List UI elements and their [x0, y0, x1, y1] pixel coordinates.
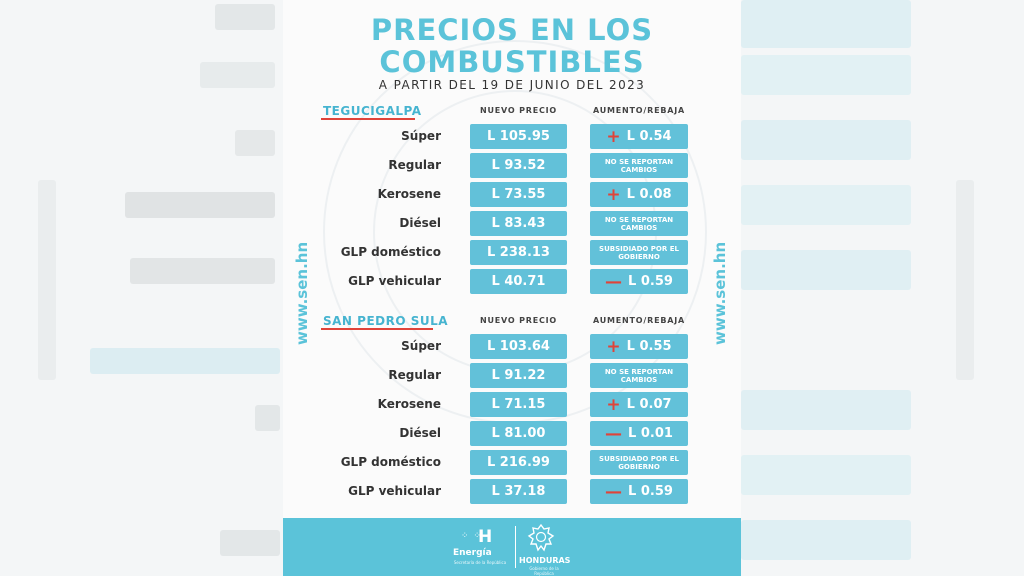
blur-shape: [38, 180, 56, 380]
increase-sign: +: [606, 394, 621, 415]
change-cell: SUBSIDIADO POR EL GOBIERNO: [590, 450, 688, 475]
honduras-logo-text: HONDURAS: [519, 556, 571, 565]
blur-shape: [741, 185, 911, 225]
city-heading: TEGUCIGALPA: [323, 104, 422, 118]
price-cell: L 103.64: [470, 334, 567, 359]
blur-shape: [215, 4, 275, 30]
price-cell: L 93.52: [470, 153, 567, 178]
change-cell: + L 0.08: [590, 182, 688, 207]
price-cell: L 37.18: [470, 479, 567, 504]
change-cell: NO SE REPORTAN CAMBIOS: [590, 363, 688, 388]
change-cell: + L 0.55: [590, 334, 688, 359]
fuel-name: GLP vehicular: [348, 484, 441, 498]
change-note: SUBSIDIADO POR EL GOBIERNO: [599, 454, 679, 471]
blur-shape: [90, 348, 280, 374]
blur-shape: [741, 390, 911, 430]
change-cell: NO SE REPORTAN CAMBIOS: [590, 211, 688, 236]
change-cell: — L 0.59: [590, 269, 688, 294]
footer-bar: ⁘ ⁘ H Energía Secretaría de la República…: [283, 518, 741, 576]
change-value: L 0.54: [626, 129, 672, 144]
fuel-name: GLP vehicular: [348, 274, 441, 288]
price-cell: L 40.71: [470, 269, 567, 294]
blur-shape: [200, 62, 275, 88]
change-cell: NO SE REPORTAN CAMBIOS: [590, 153, 688, 178]
change-cell: + L 0.07: [590, 392, 688, 417]
energia-logo-text: Energía: [453, 548, 492, 558]
fuel-name: Súper: [401, 339, 441, 353]
blur-shape: [741, 520, 911, 560]
price-cell: L 71.15: [470, 392, 567, 417]
column-header-price: NUEVO PRECIO: [479, 106, 558, 115]
honduras-logo-subtext: Gobierno de la República: [529, 566, 559, 576]
title-line-2: COMBUSTIBLES: [379, 45, 645, 79]
fuel-name: Súper: [401, 129, 441, 143]
price-cell: L 238.13: [470, 240, 567, 265]
decrease-sign: —: [605, 271, 623, 292]
fuel-name: GLP doméstico: [340, 455, 441, 469]
city-underline: [321, 328, 433, 330]
honduras-seal-icon: [527, 524, 555, 552]
background-left: [0, 0, 283, 576]
energia-logo-subtext: Secretaría de la República: [453, 560, 507, 565]
blur-shape: [130, 258, 275, 284]
increase-sign: +: [606, 336, 621, 357]
column-header-price: NUEVO PRECIO: [479, 316, 558, 325]
increase-sign: +: [606, 126, 621, 147]
fuel-name: Diésel: [399, 216, 441, 230]
change-value: L 0.01: [628, 426, 673, 441]
change-value: L 0.55: [626, 339, 672, 354]
blur-shape: [741, 120, 911, 160]
fuel-name: GLP doméstico: [340, 245, 441, 259]
change-cell: + L 0.54: [590, 124, 688, 149]
change-note: NO SE REPORTAN CAMBIOS: [604, 157, 674, 174]
energia-dots-icon: ⁘ ⁘: [461, 531, 482, 541]
fuel-price-poster: PRECIOS EN LOS COMBUSTIBLES A PARTIR DEL…: [283, 0, 741, 576]
blur-shape: [125, 192, 275, 218]
decrease-sign: —: [605, 423, 623, 444]
change-note: NO SE REPORTAN CAMBIOS: [604, 367, 674, 384]
energia-logo-mark: H: [478, 527, 493, 547]
blur-shape: [255, 405, 280, 431]
price-cell: L 216.99: [470, 450, 567, 475]
price-cell: L 105.95: [470, 124, 567, 149]
price-cell: L 73.55: [470, 182, 567, 207]
price-cell: L 81.00: [470, 421, 567, 446]
title-line-1: PRECIOS EN LOS: [370, 13, 654, 47]
blur-shape: [741, 455, 911, 495]
city-underline: [321, 118, 415, 120]
change-value: L 0.08: [626, 187, 672, 202]
change-cell: SUBSIDIADO POR EL GOBIERNO: [590, 240, 688, 265]
fuel-name: Kerosene: [377, 187, 441, 201]
subtitle-date: A PARTIR DEL 19 DE JUNIO DEL 2023: [378, 78, 646, 92]
price-cell: L 91.22: [470, 363, 567, 388]
fuel-name: Diésel: [399, 426, 441, 440]
change-cell: — L 0.59: [590, 479, 688, 504]
fuel-name: Regular: [388, 368, 441, 382]
change-value: L 0.59: [628, 274, 673, 289]
fuel-name: Kerosene: [377, 397, 441, 411]
blur-shape: [956, 180, 974, 380]
blur-shape: [220, 530, 280, 556]
blur-shape: [741, 0, 911, 48]
change-note: NO SE REPORTAN CAMBIOS: [604, 215, 674, 232]
column-header-change: AUMENTO/REBAJA: [592, 316, 686, 325]
change-value: L 0.07: [626, 397, 672, 412]
increase-sign: +: [606, 184, 621, 205]
change-value: L 0.59: [628, 484, 673, 499]
change-cell: — L 0.01: [590, 421, 688, 446]
background-right: [741, 0, 1024, 576]
side-url-right: www.sen.hn: [711, 241, 729, 345]
blur-shape: [741, 250, 911, 290]
city-heading: SAN PEDRO SULA: [323, 314, 449, 328]
change-note: SUBSIDIADO POR EL GOBIERNO: [599, 244, 679, 261]
fuel-name: Regular: [388, 158, 441, 172]
blur-shape: [741, 55, 911, 95]
column-header-change: AUMENTO/REBAJA: [592, 106, 686, 115]
logo-divider: [515, 526, 516, 568]
price-cell: L 83.43: [470, 211, 567, 236]
blur-shape: [235, 130, 275, 156]
decrease-sign: —: [605, 481, 623, 502]
